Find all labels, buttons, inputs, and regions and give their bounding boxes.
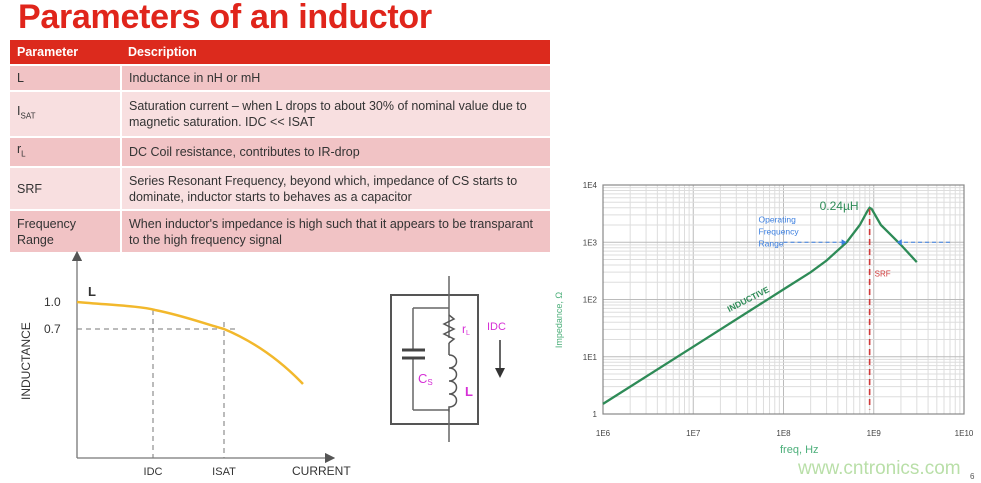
inductor-equivalent-circuit: rL CS L IDC [390, 276, 506, 442]
curve-label: L [88, 284, 96, 299]
rl-label: rL [462, 322, 470, 337]
component-box [390, 294, 479, 425]
resistor-symbol [442, 314, 456, 344]
x-tick-label: 1E8 [776, 429, 791, 438]
grid [602, 184, 965, 415]
cs-label: CS [418, 371, 433, 387]
x-tick-isat: ISAT [212, 466, 236, 478]
operating-label: Operating [759, 214, 797, 224]
table-row: ISAT Saturation current – when L drops t… [10, 90, 550, 137]
param-cell: L [10, 64, 122, 91]
desc-cell: When inductor's impedance is high such t… [121, 209, 550, 252]
plot-frame [602, 184, 965, 415]
x-axis-label: freq, Hz [780, 444, 819, 456]
y-tick-label: 1 [593, 410, 598, 419]
desc-cell: DC Coil resistance, contributes to IR-dr… [121, 136, 550, 167]
impedance-curve [602, 206, 918, 405]
param-cell: rL [10, 136, 122, 167]
current-arrow-head [495, 368, 505, 378]
header-description: Description [121, 40, 550, 65]
page-number: 6 [970, 472, 975, 481]
y-tick: 0.7 [44, 322, 61, 336]
table-row: rL DC Coil resistance, contributes to IR… [10, 136, 550, 167]
y-tick-label: 1E4 [583, 181, 598, 190]
header-parameter: Parameter [10, 40, 121, 65]
desc-cell: Series Resonant Frequency, beyond which,… [121, 166, 550, 210]
param-cell: Frequency Range [10, 209, 122, 252]
peak-label: 0.24µH [820, 199, 859, 213]
desc-continuation: DC << ISAT [248, 115, 315, 129]
table-row: L Inductance in nH or mH [10, 64, 550, 91]
param-cell: SRF [10, 166, 122, 210]
y-tick-label: 1E2 [583, 296, 598, 305]
parameters-table: Parameter Description L Inductance in nH… [10, 40, 550, 252]
inductor-coil-symbol [448, 354, 458, 412]
x-axis-label: CURRENT [292, 464, 351, 478]
table-header: Parameter Description [10, 40, 550, 65]
idc-label: IDC [487, 321, 506, 333]
x-tick-label: 1E6 [596, 429, 611, 438]
x-tick-idc: IDC [144, 466, 163, 478]
watermark: www.cntronics.com [798, 458, 961, 479]
y-axis-label: Impedance, Ω [554, 292, 564, 349]
x-tick-label: 1E9 [867, 429, 882, 438]
arrow-head [841, 239, 847, 246]
desc-cell: Inductance in nH or mH [121, 64, 550, 91]
x-tick-label: 1E10 [955, 429, 974, 438]
l-label: L [465, 384, 473, 399]
desc-cell: Saturation current – when L drops to abo… [121, 90, 550, 137]
y-tick-label: 1E3 [583, 238, 598, 247]
operating-label: Frequency [759, 226, 800, 236]
slide-title: Parameters of an inductor [18, 0, 432, 36]
y-tick: 1.0 [44, 295, 61, 309]
table-row: Frequency Range When inductor's impedanc… [10, 209, 550, 252]
x-tick-label: 1E7 [686, 429, 701, 438]
inductance-current-chart: L 1.0 0.7 IDC ISAT CURRENT INDUCTANCE [19, 250, 351, 478]
srf-label: SRF [875, 270, 891, 279]
y-tick-label: 1E1 [583, 353, 598, 362]
inductance-curve [76, 300, 304, 385]
operating-label: Range [759, 238, 784, 248]
y-axis-label: INDUCTANCE [19, 322, 33, 400]
arrow-head [896, 239, 902, 246]
param-cell: ISAT [10, 90, 122, 137]
table-row: SRF Series Resonant Frequency, beyond wh… [10, 166, 550, 210]
